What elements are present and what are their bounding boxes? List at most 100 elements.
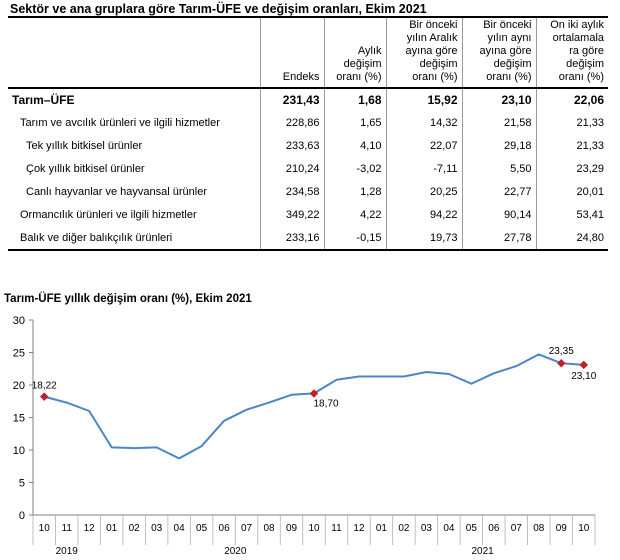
row-value: 29,18 — [462, 134, 537, 157]
x-tick-label: 03 — [151, 523, 163, 534]
y-tick-label: 25 — [13, 348, 25, 360]
data-label: 18,70 — [313, 398, 338, 409]
y-tick-label: 15 — [13, 413, 25, 425]
row-label: Tek yıllık bitkisel ürünler — [8, 134, 261, 157]
row-value: -3,02 — [324, 157, 387, 180]
x-tick-label: 10 — [39, 523, 51, 534]
row-value: -7,11 — [386, 157, 463, 180]
x-tick-label: 06 — [219, 523, 231, 534]
header-yoy-change: Bir önceki yılın aynı ayına göre değişim ora… — [462, 17, 537, 88]
row-value: 15,92 — [386, 88, 463, 111]
data-label: 23,35 — [549, 346, 574, 357]
x-tick-label: 01 — [106, 523, 118, 534]
year-label: 2019 — [56, 546, 79, 557]
row-value: 1,28 — [324, 180, 387, 203]
x-tick-label: 04 — [174, 523, 186, 534]
annotation-marker — [557, 358, 566, 368]
row-value: 233,63 — [260, 134, 325, 157]
x-tick-label: 09 — [556, 523, 568, 534]
table-row: Canlı hayvanlar ve hayvansal ürünler 234,… — [8, 180, 608, 203]
row-label: Ormancılık ürünleri ve ilgili hizmetler — [8, 203, 261, 226]
row-value: 23,10 — [462, 88, 537, 111]
y-tick-label: 30 — [13, 315, 25, 327]
row-value: 4,22 — [324, 203, 387, 226]
row-value: 27,78 — [462, 226, 537, 250]
data-label: 18,22 — [32, 381, 57, 392]
row-value: 4,10 — [324, 134, 387, 157]
x-axis-group: 10 11 12 01 02 03 04 05 06 07 08 09 10 11 12 01 02 03 04 05… — [32, 514, 596, 557]
annotation-marker — [39, 392, 49, 401]
year-label: 2020 — [224, 546, 247, 557]
series-group: 18,22 18,70 23,35 23,10 — [32, 346, 597, 460]
table-header-row: Endeks Aylık değişim oranı (%) Bir önceki y… — [8, 17, 608, 88]
table-row: Tarım–ÜFE 231,43 1,68 15,92 23,10 22,06 — [8, 88, 608, 111]
y-tick-label: 0 — [19, 510, 25, 522]
row-value: 1,65 — [324, 111, 387, 134]
x-tick-label: 12 — [353, 523, 365, 534]
table-row: Ormancılık ürünleri ve ilgili hizmetler 3… — [8, 203, 608, 226]
row-value: 14,32 — [386, 111, 463, 134]
header-label — [8, 17, 261, 88]
chart-title: Tarım-ÜFE yıllık değişim oranı (%), Ekim… — [4, 293, 252, 305]
x-tick-label: 10 — [578, 523, 590, 534]
y-axis-group: 0 5 10 15 20 25 30 — [13, 315, 34, 522]
row-value: 231,43 — [260, 88, 325, 111]
data-label: 23,10 — [571, 371, 596, 382]
x-tick-label: 02 — [398, 523, 410, 534]
header-endeks: Endeks — [260, 17, 325, 88]
row-value: 23,29 — [576, 162, 604, 175]
x-tick-label: 03 — [421, 523, 433, 534]
x-tick-label: 02 — [129, 523, 141, 534]
stats-table: Endeks Aylık değişim oranı (%) Bir önceki y… — [8, 16, 608, 251]
row-value: 5,50 — [462, 157, 537, 180]
row-value: 24,80 — [576, 231, 604, 244]
header-12m-avg-change: On iki aylık ortalamala ra göre değişim oran… — [550, 19, 604, 83]
y-tick-label: 5 — [19, 478, 25, 490]
row-value: 1,68 — [324, 88, 387, 111]
header-dec-change: Bir önceki yılın Aralık ayına göre değişim o… — [386, 17, 463, 88]
table-row: Çok yıllık bitkisel ürünler 210,24 -3,02 -7… — [8, 157, 608, 180]
row-value: 94,22 — [386, 203, 463, 226]
year-label: 2021 — [471, 546, 494, 557]
row-value: 20,25 — [386, 180, 463, 203]
row-value: 22,77 — [462, 180, 537, 203]
row-value: 233,16 — [260, 226, 325, 250]
row-value: 20,01 — [576, 185, 604, 198]
row-value: 22,06 — [573, 93, 604, 107]
row-value: 228,86 — [260, 111, 325, 134]
row-label: Balık ve diğer balıkçılık ürünleri — [8, 226, 261, 250]
y-tick-label: 20 — [13, 380, 25, 392]
row-value: 349,22 — [260, 203, 325, 226]
x-tick-label: 09 — [286, 523, 298, 534]
row-value: -0,15 — [324, 226, 387, 250]
x-tick-label: 07 — [511, 523, 523, 534]
x-tick-label: 06 — [488, 523, 500, 534]
row-label: Tarım–ÜFE — [8, 88, 261, 111]
row-value: 234,58 — [260, 180, 325, 203]
row-value: 21,58 — [462, 111, 537, 134]
table-body: Tarım–ÜFE 231,43 1,68 15,92 23,10 22,06 Tarım … — [8, 88, 608, 250]
row-value: 22,07 — [386, 134, 463, 157]
header-monthly-change: Aylık değişim oranı (%) — [324, 17, 387, 88]
row-value: 19,73 — [386, 226, 463, 250]
y-tick-label: 10 — [13, 445, 25, 457]
row-label: Çok yıllık bitkisel ürünler — [8, 157, 261, 180]
x-tick-label: 05 — [466, 523, 478, 534]
x-tick-label: 01 — [376, 523, 388, 534]
table-row: Tek yıllık bitkisel ürünler 233,63 4,10 22,… — [8, 134, 608, 157]
x-tick-label: 11 — [62, 523, 73, 534]
x-tick-label: 08 — [263, 523, 275, 534]
x-tick-label: 08 — [533, 523, 545, 534]
annotation-marker — [309, 389, 319, 398]
table-title: Sektör ve ana gruplara göre Tarım-ÜFE ve… — [10, 2, 427, 16]
row-value: 21,33 — [576, 116, 604, 129]
row-value: 90,14 — [462, 203, 537, 226]
x-tick-label: 07 — [241, 523, 253, 534]
table-row: Tarım ve avcılık ürünleri ve ilgili hizm… — [8, 111, 608, 134]
row-label: Canlı hayvanlar ve hayvansal ürünler — [8, 180, 261, 203]
x-tick-label: 05 — [196, 523, 208, 534]
row-value: 210,24 — [260, 157, 325, 180]
row-value: 21,33 — [576, 139, 604, 152]
x-tick-label: 11 — [331, 523, 342, 534]
